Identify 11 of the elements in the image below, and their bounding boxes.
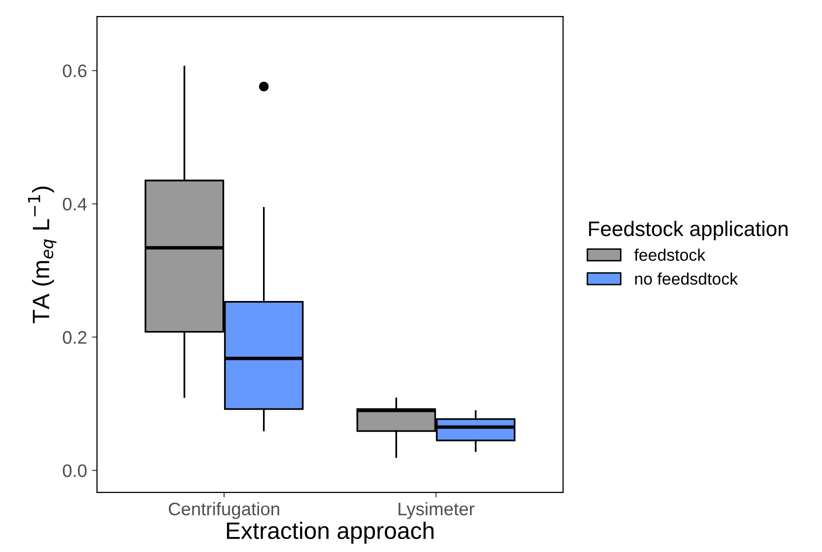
y-tick-label: 0.2 [62, 331, 86, 344]
y-tick-label: 0.4 [62, 198, 87, 211]
legend-title: Feedstock application [589, 220, 788, 240]
y-tick-label: 0.0 [62, 464, 87, 478]
y-tick-label: 0.6 [62, 64, 86, 78]
y-axis-title: TA (m$_{eq}$ L$^{−1}$) [28, 186, 56, 324]
x-axis-title: Extraction approach [226, 522, 434, 544]
x-tick-label: Centrifugation [168, 502, 280, 519]
legend-label: feedstock [634, 248, 706, 261]
x-tick-label: Lysimeter [398, 502, 474, 519]
legend-label: no feedsdtock [635, 272, 738, 285]
